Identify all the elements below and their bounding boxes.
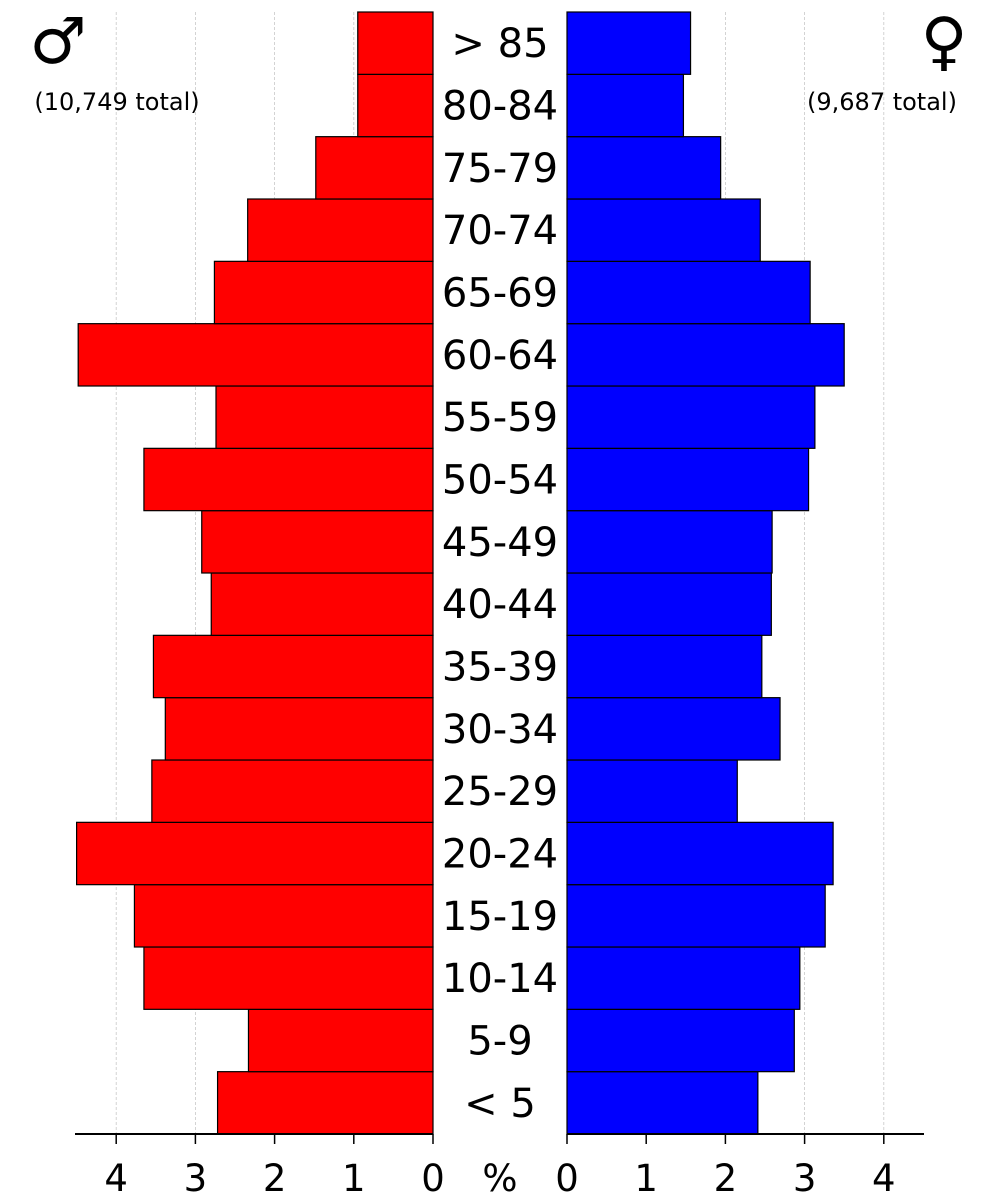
age-label-5: 25-29 — [442, 769, 558, 815]
tick-label-6: 0 — [555, 1157, 579, 1200]
female-bar-4 — [566, 821, 834, 886]
female-bar-2 — [566, 946, 801, 1010]
female-total-label: (9,687 total) — [807, 88, 957, 116]
age-label-8: 40-44 — [442, 582, 558, 628]
age-label-1: 5-9 — [467, 1019, 532, 1065]
tick-label-10: 4 — [872, 1157, 896, 1200]
female-bar-7 — [566, 634, 763, 699]
age-label-15: 75-79 — [442, 146, 558, 192]
tick-label-2: 2 — [263, 1157, 287, 1200]
male-bar-16 — [357, 73, 434, 138]
female-symbol-icon: ♀ — [921, 5, 968, 79]
age-label-9: 45-49 — [442, 520, 558, 566]
age-label-2: 10-14 — [442, 956, 558, 1002]
age-label-4: 20-24 — [442, 832, 558, 878]
male-bar-5 — [151, 759, 434, 823]
age-label-17: > 85 — [451, 21, 548, 67]
female-bar-15 — [566, 136, 722, 200]
age-label-7: 35-39 — [442, 645, 558, 691]
female-bar-17 — [566, 11, 692, 75]
male-bar-9 — [201, 510, 434, 574]
male-total-label: (10,749 total) — [34, 88, 199, 116]
female-bar-3 — [566, 884, 826, 948]
male-bar-0 — [216, 1071, 434, 1135]
female-bar-13 — [566, 260, 811, 325]
x-axis: 4 3 2 1 0% 0 1 2 3 4 — [75, 1133, 924, 1200]
female-bar-0 — [566, 1071, 759, 1135]
tick-label-1: 3 — [184, 1157, 208, 1200]
age-label-16: 80-84 — [442, 84, 558, 130]
male-bar-1 — [247, 1008, 434, 1073]
female-bar-14 — [566, 198, 761, 262]
age-label-10: 50-54 — [442, 458, 558, 504]
age-label-12: 60-64 — [442, 333, 558, 379]
age-labels: < 5 5-9 10-14 15-19 20-24 25-29 30-34 35-39 40-4… — [442, 21, 558, 1127]
bars — [75, 11, 845, 1135]
age-label-11: 55-59 — [442, 395, 558, 441]
male-bar-12 — [77, 323, 434, 387]
male-bar-7 — [152, 634, 434, 699]
female-bar-8 — [566, 572, 772, 636]
female-bar-1 — [566, 1008, 795, 1073]
female-bar-9 — [566, 510, 773, 574]
male-bar-17 — [357, 11, 434, 75]
tick-label-9: 3 — [793, 1157, 817, 1200]
tick-label-7: 1 — [634, 1157, 658, 1200]
tick-label-8: 2 — [714, 1157, 738, 1200]
age-label-3: 15-19 — [442, 894, 558, 940]
age-label-14: 70-74 — [442, 208, 558, 254]
male-bar-10 — [143, 447, 434, 512]
male-bar-4 — [75, 821, 434, 886]
female-bar-16 — [566, 73, 685, 138]
tick-label-3: 1 — [342, 1157, 366, 1200]
male-bar-8 — [210, 572, 434, 636]
female-bar-11 — [566, 385, 816, 449]
age-label-13: 65-69 — [442, 271, 558, 317]
male-symbol-icon: ♂ — [29, 5, 86, 79]
age-label-0: < 5 — [464, 1081, 536, 1127]
female-bar-12 — [566, 323, 845, 387]
male-bar-6 — [164, 697, 434, 761]
male-bar-14 — [247, 198, 434, 262]
percent-unit-label: % — [482, 1157, 517, 1200]
male-bar-11 — [215, 385, 434, 449]
tick-label-4: 0 — [421, 1157, 445, 1200]
female-bar-10 — [566, 447, 810, 512]
female-bar-5 — [566, 759, 738, 823]
age-label-6: 30-34 — [442, 707, 558, 753]
tick-label-0: 4 — [104, 1157, 128, 1200]
male-bar-15 — [315, 136, 434, 200]
female-bar-6 — [566, 697, 781, 761]
male-bar-13 — [213, 260, 434, 325]
male-bar-3 — [133, 884, 434, 948]
male-bar-2 — [143, 946, 434, 1010]
